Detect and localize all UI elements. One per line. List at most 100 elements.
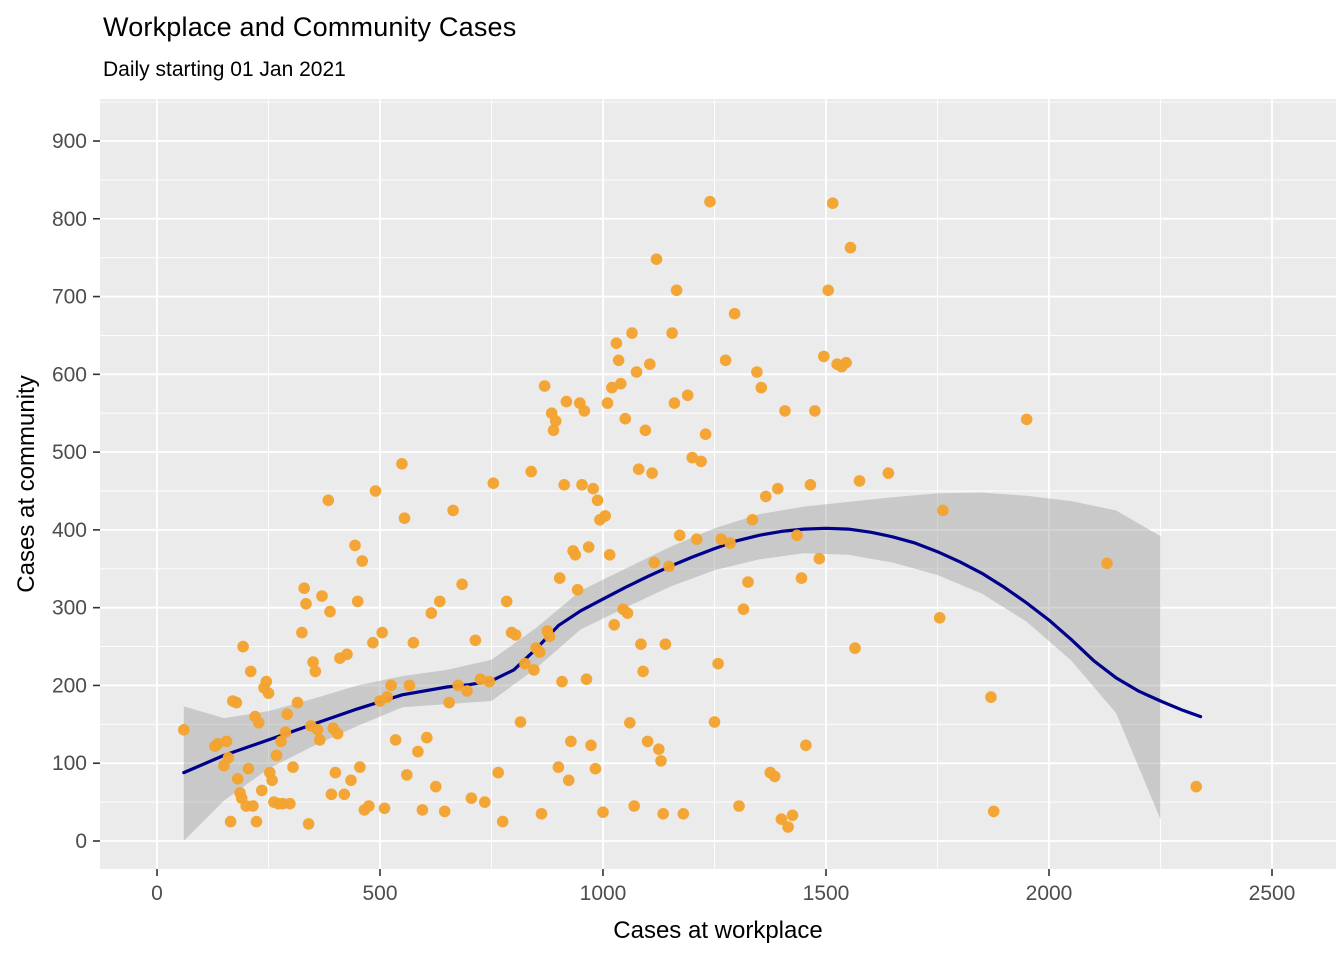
data-point <box>252 717 265 729</box>
data-point <box>635 638 647 650</box>
data-point <box>565 735 577 748</box>
y-tick-label: 800 <box>52 208 87 231</box>
data-point <box>378 802 391 815</box>
data-point <box>719 354 732 367</box>
x-tick-label: 0 <box>151 882 163 905</box>
data-point <box>768 770 781 783</box>
data-point <box>558 479 570 491</box>
panel-layer <box>100 99 1336 869</box>
y-tick-label: 200 <box>52 674 87 697</box>
data-point <box>224 815 237 828</box>
data-point <box>597 806 609 818</box>
data-point <box>262 687 275 699</box>
data-point <box>447 504 459 517</box>
data-point <box>500 595 513 608</box>
data-point <box>403 679 416 692</box>
data-point <box>376 626 389 639</box>
data-point <box>985 691 997 703</box>
data-point <box>307 656 319 668</box>
data-point <box>496 815 509 828</box>
data-point <box>624 717 636 729</box>
data-point <box>786 809 799 822</box>
data-point <box>302 818 315 830</box>
data-point <box>569 549 582 561</box>
data-point <box>298 582 311 594</box>
data-point <box>603 549 616 561</box>
y-tick-label: 600 <box>52 363 87 386</box>
data-point <box>284 797 296 810</box>
data-point <box>619 412 632 425</box>
data-point <box>250 815 263 828</box>
data-point <box>670 284 683 297</box>
plot-subtitle: Daily starting 01 Jan 2021 <box>103 58 346 81</box>
data-point <box>279 726 292 738</box>
data-point <box>412 745 424 758</box>
data-point <box>626 327 638 339</box>
axis-layer: 0 500 1000 1500 2000 2500 0 100 200 300 400 500 600 7… <box>52 130 1295 905</box>
points-layer <box>178 195 1202 833</box>
data-point <box>677 808 690 820</box>
data-point <box>704 195 716 208</box>
data-point <box>822 284 834 297</box>
data-point <box>351 595 364 608</box>
data-point <box>742 576 754 588</box>
data-point <box>492 766 505 779</box>
data-point <box>479 796 491 808</box>
data-point <box>178 724 190 736</box>
data-point <box>673 529 686 542</box>
data-point <box>533 646 546 658</box>
data-point <box>509 629 522 641</box>
data-point <box>582 541 595 553</box>
panel-background <box>100 99 1336 869</box>
data-point <box>668 397 681 409</box>
data-point <box>630 366 643 378</box>
data-point <box>686 451 698 464</box>
x-tick-label: 1000 <box>580 882 627 905</box>
data-point <box>591 494 604 507</box>
x-tick-label: 500 <box>362 882 397 905</box>
data-point <box>733 800 745 812</box>
y-tick-label: 0 <box>75 830 87 853</box>
data-point <box>237 640 249 653</box>
data-point <box>589 762 602 775</box>
data-point <box>813 552 826 565</box>
data-point <box>632 463 645 476</box>
x-tick-label: 2500 <box>1249 882 1296 905</box>
data-point <box>525 465 537 478</box>
data-point <box>222 752 235 764</box>
data-point <box>543 630 556 643</box>
y-tick-label: 900 <box>52 130 87 153</box>
data-point <box>270 749 283 762</box>
data-point <box>690 533 703 545</box>
data-point <box>281 708 294 720</box>
data-point <box>456 578 468 591</box>
data-point <box>438 805 451 818</box>
data-point <box>389 734 402 746</box>
y-tick-label: 400 <box>52 519 87 542</box>
x-tick-label: 2000 <box>1026 882 1073 905</box>
data-point <box>1020 413 1033 426</box>
data-point <box>385 679 397 692</box>
data-point <box>443 696 455 709</box>
data-point <box>800 739 812 752</box>
data-point <box>606 381 618 394</box>
data-point <box>712 657 724 670</box>
data-point <box>659 638 672 650</box>
data-point <box>535 808 548 820</box>
data-point <box>844 241 857 254</box>
data-point <box>791 529 803 542</box>
data-point <box>639 424 652 437</box>
data-point <box>737 603 750 615</box>
data-point <box>231 773 244 785</box>
y-axis-title: Cases at community <box>13 375 40 592</box>
data-point <box>407 636 420 649</box>
data-point <box>434 595 446 608</box>
data-point <box>615 377 627 390</box>
data-point <box>681 389 694 402</box>
data-point <box>809 405 821 417</box>
data-point <box>381 691 393 703</box>
data-point <box>853 475 866 487</box>
data-point <box>474 673 487 685</box>
data-point <box>483 675 496 688</box>
data-point <box>369 485 382 497</box>
